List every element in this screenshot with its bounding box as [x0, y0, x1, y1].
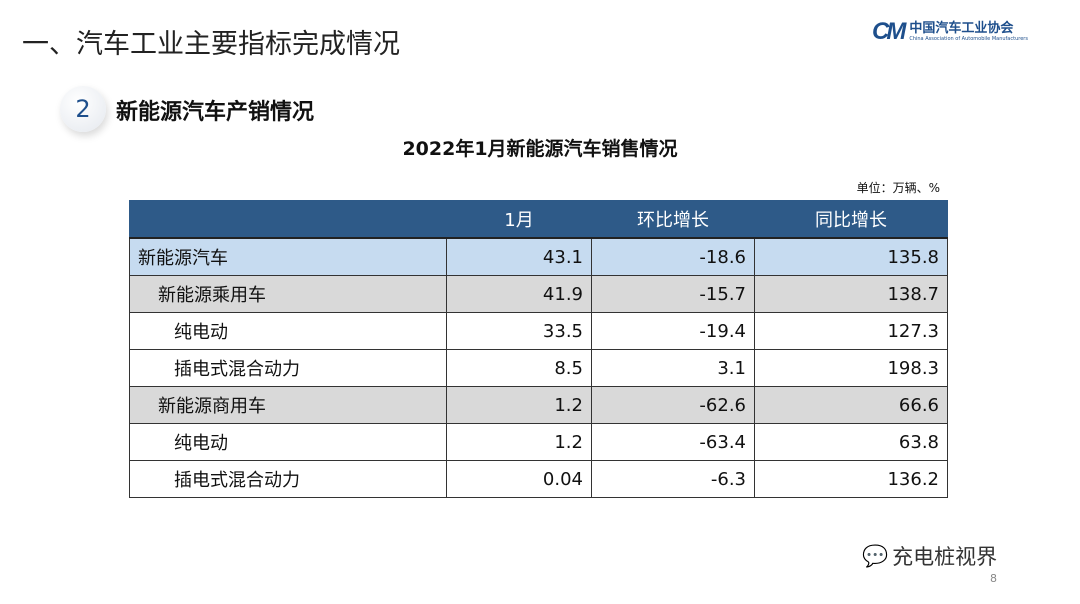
table-row: 新能源商用车 1.2 -62.6 66.6 — [129, 386, 948, 424]
column-header: 同比增长 — [754, 200, 948, 239]
cell-mom: -15.7 — [591, 275, 755, 313]
cell-jan: 0.04 — [446, 460, 592, 498]
column-header — [129, 200, 447, 239]
cell-mom: -62.6 — [591, 386, 755, 424]
table-row: 新能源乘用车 41.9 -15.7 138.7 — [129, 275, 948, 313]
section-title: 新能源汽车产销情况 — [116, 100, 315, 125]
cell-mom: -19.4 — [591, 312, 755, 350]
wechat-watermark: 💬 充电桩视界 — [862, 541, 997, 571]
row-label: 插电式混合动力 — [129, 460, 447, 498]
table-row: 纯电动 33.5 -19.4 127.3 — [129, 312, 948, 350]
row-label: 新能源商用车 — [129, 386, 447, 424]
row-label: 插电式混合动力 — [129, 349, 447, 387]
caam-logo: CM 中国汽车工业协会 China Association of Automob… — [872, 18, 1028, 46]
cell-yoy: 198.3 — [754, 349, 948, 387]
cell-mom: -18.6 — [591, 237, 755, 276]
table-row: 插电式混合动力 8.5 3.1 198.3 — [129, 349, 948, 387]
caam-logo-icon: CM — [872, 18, 906, 45]
cell-yoy: 66.6 — [754, 386, 948, 424]
wechat-icon: 💬 — [862, 543, 889, 568]
table-row: 纯电动 1.2 -63.4 63.8 — [129, 423, 948, 461]
table-header-row: 1月 环比增长 同比增长 — [129, 200, 948, 239]
row-label: 新能源乘用车 — [129, 275, 447, 313]
table-row: 新能源汽车 43.1 -18.6 135.8 — [129, 237, 948, 276]
table-row: 插电式混合动力 0.04 -6.3 136.2 — [129, 460, 948, 498]
slide-title: 一、汽车工业主要指标完成情况 — [22, 29, 400, 60]
cell-jan: 41.9 — [446, 275, 592, 313]
cell-mom: -63.4 — [591, 423, 755, 461]
row-label: 新能源汽车 — [129, 237, 447, 276]
cell-jan: 33.5 — [446, 312, 592, 350]
watermark-text: 充电桩视界 — [892, 545, 998, 569]
logo-cn-text: 中国汽车工业协会 — [909, 21, 1014, 36]
page-number: 8 — [990, 572, 997, 585]
row-label: 纯电动 — [129, 423, 447, 461]
cell-jan: 43.1 — [446, 237, 592, 276]
cell-yoy: 127.3 — [754, 312, 948, 350]
row-label: 纯电动 — [129, 312, 447, 350]
column-header: 1月 — [446, 200, 592, 239]
cell-yoy: 135.8 — [754, 237, 948, 276]
cell-jan: 8.5 — [446, 349, 592, 387]
unit-label: 单位：万辆、% — [856, 181, 940, 195]
cell-jan: 1.2 — [446, 423, 592, 461]
cell-mom: 3.1 — [591, 349, 755, 387]
sales-table: 1月 环比增长 同比增长 新能源汽车 43.1 -18.6 135.8 新能源乘用车 41… — [129, 200, 948, 498]
cell-jan: 1.2 — [446, 386, 592, 424]
logo-en-text: China Association of Automobile Manufact… — [909, 36, 1028, 42]
cell-yoy: 138.7 — [754, 275, 948, 313]
cell-yoy: 63.8 — [754, 423, 948, 461]
table-title: 2022年1月新能源汽车销售情况 — [402, 138, 678, 160]
cell-mom: -6.3 — [591, 460, 755, 498]
column-header: 环比增长 — [591, 200, 755, 239]
cell-yoy: 136.2 — [754, 460, 948, 498]
section-number-badge: 2 — [60, 86, 106, 132]
